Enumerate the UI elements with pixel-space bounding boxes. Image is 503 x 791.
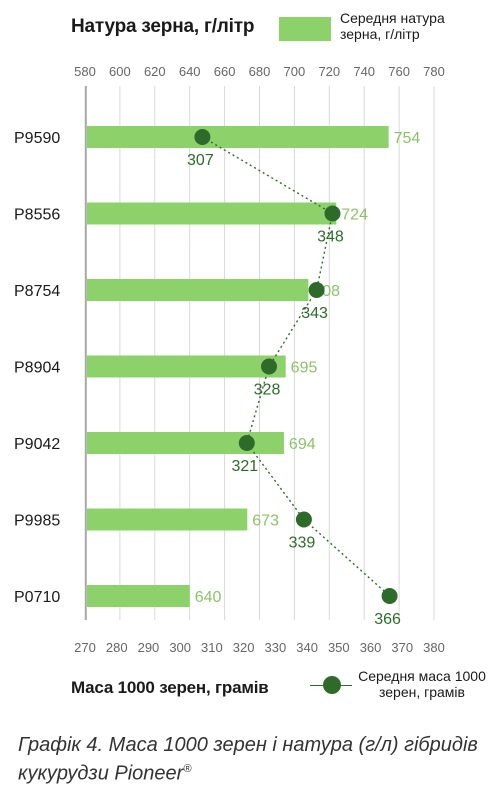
bottom-tick-label: 270 xyxy=(74,640,96,655)
top-tick-label: 600 xyxy=(109,64,131,79)
category-label: P9985 xyxy=(14,513,60,530)
mass-point xyxy=(238,435,255,451)
category-label: P9042 xyxy=(14,436,60,453)
bar xyxy=(87,508,248,531)
top-tick-label: 760 xyxy=(388,64,410,79)
mass-value-label: 328 xyxy=(254,382,281,399)
bar xyxy=(87,585,190,607)
top-tick-label: 680 xyxy=(249,64,271,79)
caption-text: Графік 4. Маса 1000 зерен і натура (г/л)… xyxy=(18,734,478,785)
category-label: P8904 xyxy=(14,360,60,377)
category-label: P0710 xyxy=(14,589,60,606)
bottom-tick-label: 310 xyxy=(201,640,223,655)
mass-value-label: 366 xyxy=(374,611,401,628)
bottom-axis-title: Маса 1000 зерен, грамів xyxy=(71,678,269,697)
mass-value-label: 343 xyxy=(301,305,328,322)
category-label: P8754 xyxy=(14,283,60,300)
bar-value-label: 640 xyxy=(195,589,222,606)
top-tick-label: 640 xyxy=(179,64,201,79)
bottom-tick-label: 280 xyxy=(106,640,128,655)
mass-point xyxy=(308,282,325,298)
legend-dot-swatch xyxy=(323,676,341,694)
registered-mark: ® xyxy=(183,763,192,775)
chart: 580 600 620 640 660 680 700 720 740 760 780 270 280 2… xyxy=(14,64,445,655)
category-label: P8556 xyxy=(14,207,60,224)
bar xyxy=(87,432,284,454)
mass-point xyxy=(381,588,398,604)
top-tick-label: 580 xyxy=(74,64,96,79)
top-tick-label: 720 xyxy=(318,64,340,79)
mass-point xyxy=(324,205,341,222)
bottom-tick-label: 320 xyxy=(233,640,255,655)
top-tick-label: 780 xyxy=(423,64,445,79)
bar-value-label: 754 xyxy=(394,130,421,147)
bar-value-label: 673 xyxy=(252,513,279,530)
bar xyxy=(87,202,337,225)
legend-bar-label: Середня натура зерна, г/літр xyxy=(340,10,445,42)
mass-point xyxy=(261,358,278,375)
bottom-tick-label: 380 xyxy=(423,640,445,655)
bottom-tick-label: 370 xyxy=(391,640,413,655)
bottom-tick-label: 290 xyxy=(138,640,160,655)
legend-bar-swatch xyxy=(279,17,331,41)
bar xyxy=(87,126,389,148)
legend-dot-label: Середня маса 1000 зерен, грамів xyxy=(358,668,486,700)
bottom-tick-label: 350 xyxy=(328,640,350,655)
bottom-tick-label: 330 xyxy=(265,640,287,655)
figure-caption: Графік 4. Маса 1000 зерен і натура (г/л)… xyxy=(18,733,488,786)
mass-value-label: 348 xyxy=(317,229,344,246)
mass-point xyxy=(194,129,211,145)
bottom-tick-label: 340 xyxy=(296,640,318,655)
mass-point xyxy=(295,511,312,528)
bar-value-label: 724 xyxy=(341,207,368,224)
top-tick-label: 660 xyxy=(214,64,236,79)
bar xyxy=(87,355,286,378)
bar xyxy=(87,279,309,301)
bottom-tick-label: 300 xyxy=(169,640,191,655)
mass-value-label: 339 xyxy=(289,535,316,552)
bottom-tick-label: 360 xyxy=(360,640,382,655)
top-tick-label: 740 xyxy=(353,64,375,79)
category-label: P9590 xyxy=(14,130,60,147)
bar-value-label: 694 xyxy=(289,436,316,453)
mass-value-label: 321 xyxy=(231,458,258,475)
top-axis-title: Натура зерна, г/літр xyxy=(71,16,255,37)
top-tick-label: 620 xyxy=(144,64,166,79)
top-tick-label: 700 xyxy=(284,64,306,79)
mass-value-label: 307 xyxy=(187,152,214,169)
bar-value-label: 695 xyxy=(291,360,318,377)
